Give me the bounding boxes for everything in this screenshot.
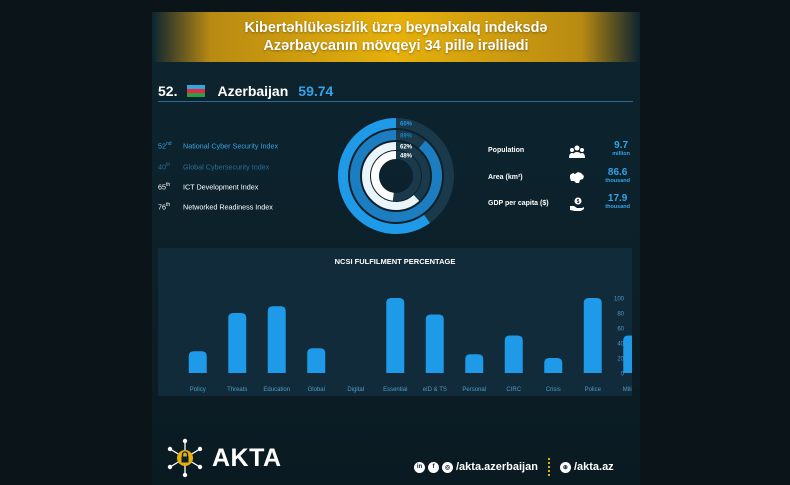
linkedin-icon[interactable]: in (414, 461, 425, 473)
banner-title-line1: Kibertəhlükəsizlik üzrə beynəlxalq indek… (244, 20, 548, 36)
y-tick-label: 60 (617, 327, 624, 333)
country-name: Azerbaijan (217, 83, 289, 99)
bar (504, 335, 523, 373)
index-rank: 52 (158, 141, 166, 151)
index-rings-chart: 60% 89% 62% 48% (338, 118, 454, 234)
stat-value: 86.6 (607, 167, 628, 178)
index-row: 52nd National Cyber Security Index (158, 141, 278, 150)
brand-name: AKTA (212, 443, 282, 472)
map-icon (570, 172, 584, 183)
y-tick-label: 100 (614, 297, 625, 303)
index-name: Networked Readiness Index (183, 202, 273, 212)
index-rank: 65 (158, 182, 166, 192)
index-row: 65th ICT Development Index (158, 182, 258, 191)
bar (623, 335, 632, 373)
footer-separator (547, 458, 550, 476)
stat-gdp: GDP per capita ($) $ 17.9 thousand (488, 194, 636, 216)
akta-logo: AKTA (164, 437, 282, 479)
bar (465, 354, 484, 373)
social-handle-link[interactable]: /akta.azerbaijan (456, 461, 538, 473)
banner-title-line2: Azərbaycanın mövqeyi 34 pillə irəlilədi (263, 38, 529, 54)
x-tick-label: Crisis (546, 387, 561, 393)
stat-population: Population 9.7 million (488, 141, 636, 163)
ring-label: 89% (400, 134, 413, 140)
index-name: National Cyber Security Index (183, 141, 279, 151)
stat-label: GDP per capita ($) (488, 200, 549, 207)
x-tick-label: Global (308, 387, 325, 393)
facebook-icon[interactable]: f (428, 461, 439, 473)
index-name: Global Cybersecurity Index (183, 162, 270, 172)
infographic-card: Kibertəhlükəsizlik üzrə beynəlxalq indek… (152, 12, 640, 485)
index-rank: 76 (158, 202, 166, 212)
x-tick-label: Policy (190, 387, 206, 393)
country-score: 59.74 (298, 83, 334, 99)
index-rank-suffix: th (166, 182, 171, 188)
country-rank: 52. (158, 83, 178, 99)
x-tick-label: Military (623, 387, 632, 393)
stat-unit: thousand (605, 178, 630, 184)
stat-unit: million (612, 151, 630, 157)
index-rank-suffix: nd (166, 141, 172, 147)
x-tick-label: Personal (462, 387, 486, 393)
index-rank-suffix: th (166, 162, 171, 168)
azerbaijan-flag-icon (187, 85, 206, 97)
people-icon (569, 145, 585, 158)
bar (583, 298, 602, 373)
x-tick-label: Education (263, 387, 290, 393)
ring-arc (371, 151, 421, 201)
bar (228, 313, 247, 373)
y-tick-label: 80 (617, 312, 624, 318)
stat-area: Area (km²) 86.6 thousand (488, 168, 636, 190)
x-tick-label: CIRC (506, 387, 521, 393)
y-tick-label: 20 (617, 357, 624, 363)
index-row: 76th Networked Readiness Index (158, 202, 273, 211)
ring-label: 62% (400, 145, 413, 151)
ring-label: 60% (400, 122, 413, 128)
index-rank: 40 (158, 162, 166, 172)
svg-text:$: $ (577, 199, 580, 205)
bar (188, 351, 207, 373)
x-tick-label: Digital (347, 387, 364, 393)
index-rank-suffix: th (166, 202, 171, 208)
stat-unit: thousand (605, 204, 630, 210)
ring-arc (338, 118, 454, 234)
divider (158, 101, 633, 102)
instagram-icon[interactable]: ◎ (442, 461, 453, 473)
index-row: 40th Global Cybersecurity Index (158, 162, 269, 171)
stat-value: 17.9 (607, 193, 628, 204)
stat-value: 9.7 (614, 140, 629, 151)
website-link[interactable]: /akta.az (573, 461, 614, 473)
bar (267, 306, 286, 373)
x-tick-label: eID & TS (423, 387, 447, 393)
index-name: ICT Development Index (183, 182, 259, 192)
footer-links: in f ◎ /akta.azerbaijan ⊕ /akta.az (414, 458, 614, 476)
ring-arc (350, 130, 442, 222)
x-tick-label: Police (585, 387, 602, 393)
y-tick-label: 40 (617, 342, 624, 348)
bar (307, 348, 326, 373)
x-tick-label: Essential (383, 387, 407, 393)
chart-title: NCSI FULFILMENT PERCENTAGE (334, 257, 456, 266)
bar (544, 358, 563, 373)
akta-emblem-icon (167, 438, 203, 478)
country-header: 52. Azerbaijan 59.74 (158, 83, 333, 99)
ncsi-chart-panel: NCSI FULFILMENT PERCENTAGE 0 20 40 60 80 100 P… (158, 248, 632, 396)
bar (386, 298, 405, 373)
ring-label: 48% (400, 154, 413, 160)
ncsi-bar-chart: 0 20 40 60 80 100 Policy Threats Education Global… (188, 297, 632, 393)
stat-label: Area (km²) (488, 174, 523, 181)
y-tick-label: 0 (621, 372, 625, 378)
ring-arc (362, 142, 430, 210)
title-banner: Kibertəhlükəsizlik üzrə beynəlxalq indek… (152, 12, 640, 62)
stat-label: Population (488, 147, 525, 154)
globe-icon[interactable]: ⊕ (559, 461, 571, 473)
money-hand-icon: $ (570, 197, 584, 211)
x-tick-label: Threats (227, 387, 247, 393)
bar (425, 314, 444, 373)
